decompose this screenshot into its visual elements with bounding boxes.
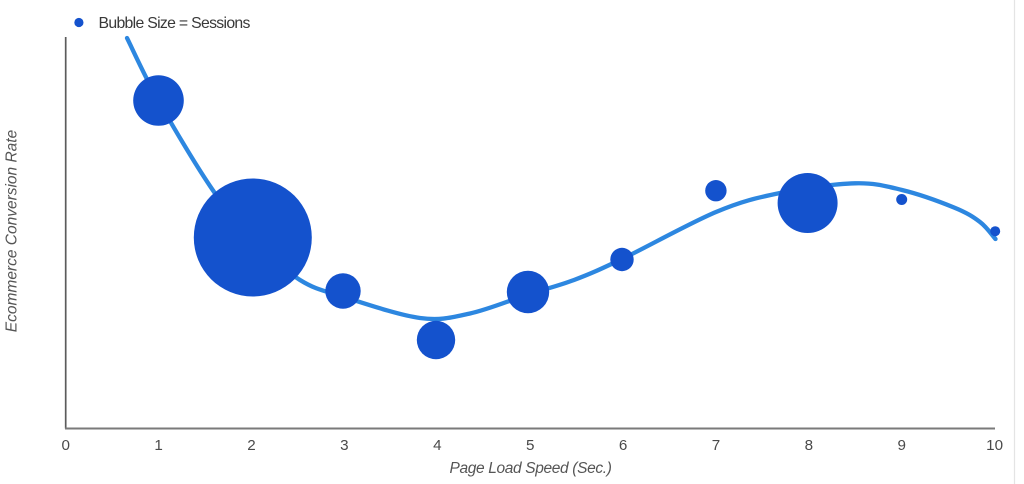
svg-text:1: 1 — [154, 437, 162, 454]
svg-text:2: 2 — [247, 437, 255, 454]
svg-text:Ecommerce Conversion Rate: Ecommerce Conversion Rate — [4, 129, 21, 332]
svg-text:5: 5 — [526, 437, 534, 454]
svg-text:6: 6 — [619, 437, 627, 454]
svg-text:9: 9 — [897, 437, 905, 454]
svg-text:0: 0 — [61, 437, 69, 454]
svg-text:3: 3 — [340, 437, 348, 454]
svg-text:Bubble Size = Sessions: Bubble Size = Sessions — [99, 15, 251, 32]
svg-text:Page Load Speed (Sec.): Page Load Speed (Sec.) — [449, 460, 611, 477]
svg-text:8: 8 — [805, 437, 813, 454]
svg-text:7: 7 — [712, 437, 720, 454]
svg-text:4: 4 — [433, 437, 441, 454]
svg-text:10: 10 — [986, 437, 1003, 454]
